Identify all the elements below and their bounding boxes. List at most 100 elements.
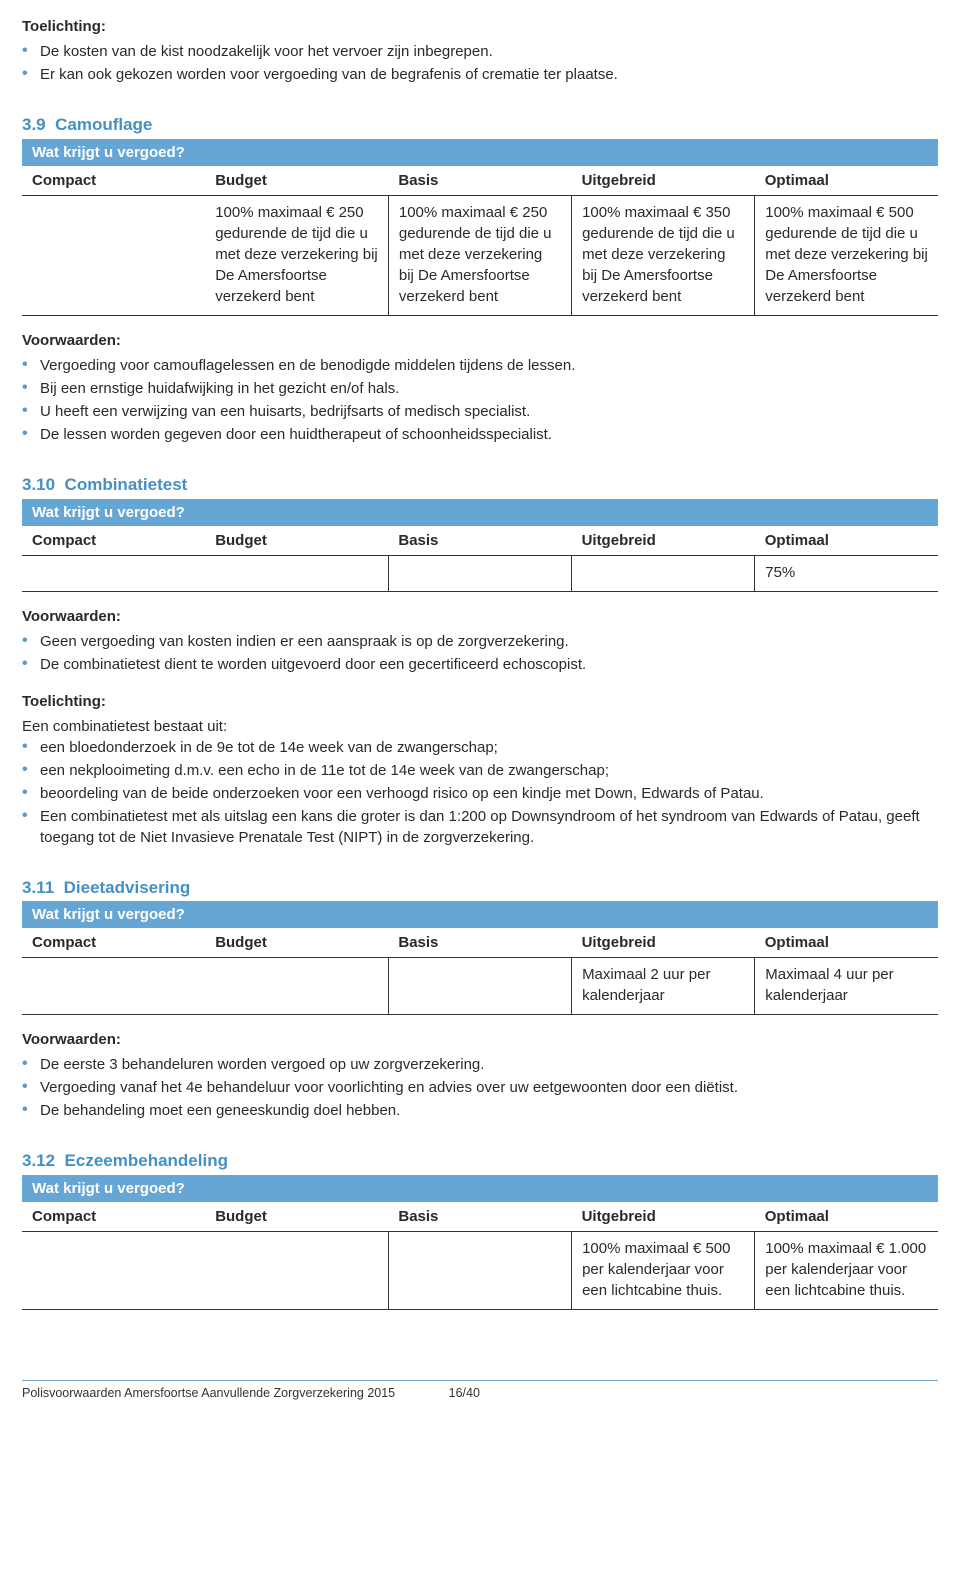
voorwaarden-3-9: Voorwaarden: Vergoeding voor camouflagel… <box>22 330 938 445</box>
table-3-12: Compact Budget Basis Uitgebreid Optimaal… <box>22 1202 938 1310</box>
table-3-10: Compact Budget Basis Uitgebreid Optimaal… <box>22 526 938 592</box>
section-num: 3.12 <box>22 1151 55 1170</box>
col-uitgebreid: Uitgebreid <box>572 526 755 556</box>
cell <box>22 195 205 315</box>
list-item: een nekplooimeting d.m.v. een echo in de… <box>22 760 938 781</box>
section-num: 3.9 <box>22 115 46 134</box>
section-num: 3.11 <box>22 878 54 897</box>
page-footer: Polisvoorwaarden Amersfoortse Aanvullend… <box>22 1380 938 1403</box>
col-budget: Budget <box>205 1202 388 1232</box>
table-header-row: Compact Budget Basis Uitgebreid Optimaal <box>22 526 938 556</box>
cell: 100% maximaal € 350 gedurende de tijd di… <box>572 195 755 315</box>
col-compact: Compact <box>22 928 205 958</box>
bluebar-3-9: Wat krijgt u vergoed? <box>22 139 938 166</box>
section-name: Combinatietest <box>65 475 188 494</box>
cell: 75% <box>755 555 938 591</box>
list-item: De lessen worden gegeven door een huidth… <box>22 424 938 445</box>
section-title-3-11: 3.11 Dieetadvisering <box>22 876 938 900</box>
table-row: 100% maximaal € 250 gedurende de tijd di… <box>22 195 938 315</box>
list-item: Een combinatietest met als uitslag een k… <box>22 806 938 848</box>
list-item: U heeft een verwijzing van een huisarts,… <box>22 401 938 422</box>
intro-list: De kosten van de kist noodzakelijk voor … <box>22 41 938 85</box>
voorwaarden-list: De eerste 3 behandeluren worden vergoed … <box>22 1054 938 1121</box>
footer-text: Polisvoorwaarden Amersfoortse Aanvullend… <box>22 1386 395 1400</box>
list-item: Er kan ook gekozen worden voor vergoedin… <box>22 64 938 85</box>
col-basis: Basis <box>388 928 571 958</box>
cell: 100% maximaal € 500 per kalenderjaar voo… <box>572 1232 755 1310</box>
section-name: Eczeembehandeling <box>65 1151 228 1170</box>
col-budget: Budget <box>205 928 388 958</box>
col-compact: Compact <box>22 166 205 196</box>
bluebar-3-10: Wat krijgt u vergoed? <box>22 499 938 526</box>
col-budget: Budget <box>205 526 388 556</box>
cell: Maximaal 4 uur per kalenderjaar <box>755 958 938 1015</box>
list-item: De kosten van de kist noodzakelijk voor … <box>22 41 938 62</box>
col-basis: Basis <box>388 1202 571 1232</box>
list-item: Bij een ernstige huidafwijking in het ge… <box>22 378 938 399</box>
cell: 100% maximaal € 1.000 per kalenderjaar v… <box>755 1232 938 1310</box>
col-basis: Basis <box>388 166 571 196</box>
toelichting-label: Toelichting: <box>22 16 938 37</box>
section-name: Dieetadvisering <box>64 878 191 897</box>
voorwaarden-label: Voorwaarden: <box>22 1029 938 1050</box>
voorwaarden-label: Voorwaarden: <box>22 606 938 627</box>
table-3-11: Compact Budget Basis Uitgebreid Optimaal… <box>22 928 938 1015</box>
cell: 100% maximaal € 250 gedurende de tijd di… <box>388 195 571 315</box>
toelichting-3-10: Toelichting: Een combinatietest bestaat … <box>22 691 938 848</box>
cell: Maximaal 2 uur per kalenderjaar <box>572 958 755 1015</box>
cell <box>22 555 205 591</box>
list-item: De eerste 3 behandeluren worden vergoed … <box>22 1054 938 1075</box>
section-title-3-9: 3.9 Camouflage <box>22 113 938 137</box>
col-optimaal: Optimaal <box>755 526 938 556</box>
cell <box>22 1232 205 1310</box>
table-row: 100% maximaal € 500 per kalenderjaar voo… <box>22 1232 938 1310</box>
footer-page: 16/40 <box>449 1385 480 1403</box>
cell <box>388 958 571 1015</box>
cell <box>388 555 571 591</box>
voorwaarden-label: Voorwaarden: <box>22 330 938 351</box>
col-compact: Compact <box>22 526 205 556</box>
cell: 100% maximaal € 500 gedurende de tijd di… <box>755 195 938 315</box>
col-optimaal: Optimaal <box>755 928 938 958</box>
col-budget: Budget <box>205 166 388 196</box>
cell <box>572 555 755 591</box>
voorwaarden-3-11: Voorwaarden: De eerste 3 behandeluren wo… <box>22 1029 938 1121</box>
voorwaarden-list: Geen vergoeding van kosten indien er een… <box>22 631 938 675</box>
table-header-row: Compact Budget Basis Uitgebreid Optimaal <box>22 1202 938 1232</box>
list-item: Geen vergoeding van kosten indien er een… <box>22 631 938 652</box>
list-item: beoordeling van de beide onderzoeken voo… <box>22 783 938 804</box>
toelichting-intro: Een combinatietest bestaat uit: <box>22 716 938 737</box>
list-item: een bloedonderzoek in de 9e tot de 14e w… <box>22 737 938 758</box>
table-header-row: Compact Budget Basis Uitgebreid Optimaal <box>22 928 938 958</box>
table-row: Maximaal 2 uur per kalenderjaar Maximaal… <box>22 958 938 1015</box>
toelichting-label: Toelichting: <box>22 691 938 712</box>
list-item: Vergoeding voor camouflagelessen en de b… <box>22 355 938 376</box>
section-title-3-12: 3.12 Eczeembehandeling <box>22 1149 938 1173</box>
list-item: Vergoeding vanaf het 4e behandeluur voor… <box>22 1077 938 1098</box>
col-optimaal: Optimaal <box>755 166 938 196</box>
table-row: 75% <box>22 555 938 591</box>
toelichting-list: een bloedonderzoek in de 9e tot de 14e w… <box>22 737 938 848</box>
cell <box>205 555 388 591</box>
table-header-row: Compact Budget Basis Uitgebreid Optimaal <box>22 166 938 196</box>
cell <box>205 958 388 1015</box>
list-item: De combinatietest dient te worden uitgev… <box>22 654 938 675</box>
list-item: De behandeling moet een geneeskundig doe… <box>22 1100 938 1121</box>
cell <box>22 958 205 1015</box>
col-uitgebreid: Uitgebreid <box>572 928 755 958</box>
section-title-3-10: 3.10 Combinatietest <box>22 473 938 497</box>
cell: 100% maximaal € 250 gedurende de tijd di… <box>205 195 388 315</box>
cell <box>388 1232 571 1310</box>
table-3-9: Compact Budget Basis Uitgebreid Optimaal… <box>22 166 938 316</box>
cell <box>205 1232 388 1310</box>
bluebar-3-11: Wat krijgt u vergoed? <box>22 901 938 928</box>
section-num: 3.10 <box>22 475 55 494</box>
col-uitgebreid: Uitgebreid <box>572 1202 755 1232</box>
col-uitgebreid: Uitgebreid <box>572 166 755 196</box>
voorwaarden-list: Vergoeding voor camouflagelessen en de b… <box>22 355 938 445</box>
col-compact: Compact <box>22 1202 205 1232</box>
bluebar-3-12: Wat krijgt u vergoed? <box>22 1175 938 1202</box>
col-optimaal: Optimaal <box>755 1202 938 1232</box>
section-name: Camouflage <box>55 115 152 134</box>
voorwaarden-3-10: Voorwaarden: Geen vergoeding van kosten … <box>22 606 938 675</box>
